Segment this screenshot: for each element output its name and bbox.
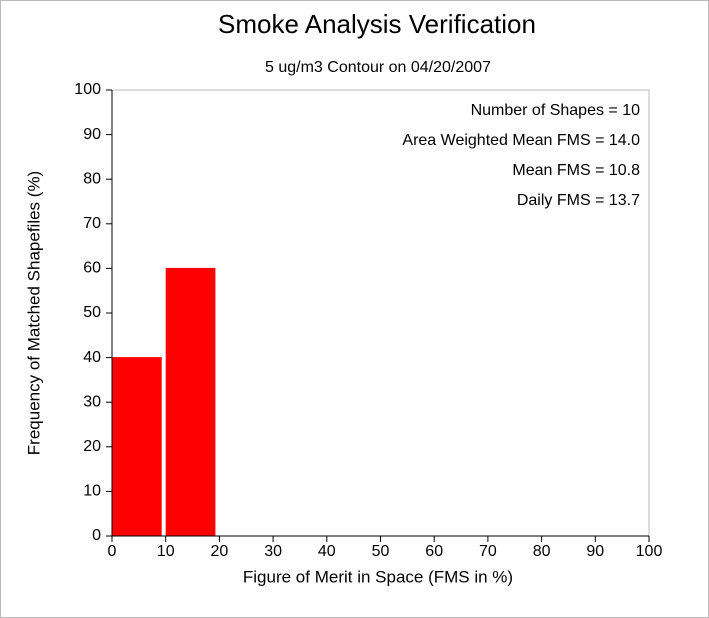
y-axis-label: Frequency of Matched Shapefiles (%): [24, 171, 43, 455]
y-tick-label: 20: [83, 438, 101, 455]
x-tick-label: 90: [586, 543, 604, 560]
annotation: Mean FMS = 10.8: [512, 162, 640, 179]
y-tick-label: 40: [83, 349, 101, 366]
chart-title: Smoke Analysis Verification: [218, 9, 536, 39]
annotation: Number of Shapes = 10: [471, 102, 641, 119]
bar: [165, 267, 216, 537]
y-tick-label: 10: [83, 483, 101, 500]
y-tick-label: 30: [83, 393, 101, 410]
x-tick-label: 40: [318, 543, 336, 560]
y-tick-label: 50: [83, 304, 101, 321]
bar: [112, 357, 162, 537]
y-tick-label: 80: [83, 170, 101, 187]
chart-subtitle: 5 ug/m3 Contour on 04/20/2007: [265, 59, 491, 76]
x-tick-label: 100: [636, 543, 663, 560]
x-tick-label: 80: [533, 543, 551, 560]
x-axis-label: Figure of Merit in Space (FMS in %): [243, 567, 513, 586]
x-tick-label: 30: [264, 543, 282, 560]
x-tick-label: 20: [211, 543, 229, 560]
x-tick-label: 70: [479, 543, 497, 560]
x-tick-label: 0: [108, 543, 117, 560]
y-tick-label: 0: [92, 527, 101, 544]
y-tick-label: 70: [83, 215, 101, 232]
y-tick-label: 100: [74, 81, 101, 98]
x-tick-label: 10: [157, 543, 175, 560]
annotation: Area Weighted Mean FMS = 14.0: [402, 132, 640, 149]
x-tick-label: 50: [372, 543, 390, 560]
x-tick-label: 60: [425, 543, 443, 560]
y-tick-label: 90: [83, 126, 101, 143]
annotation: Daily FMS = 13.7: [517, 192, 640, 209]
y-tick-label: 60: [83, 260, 101, 277]
